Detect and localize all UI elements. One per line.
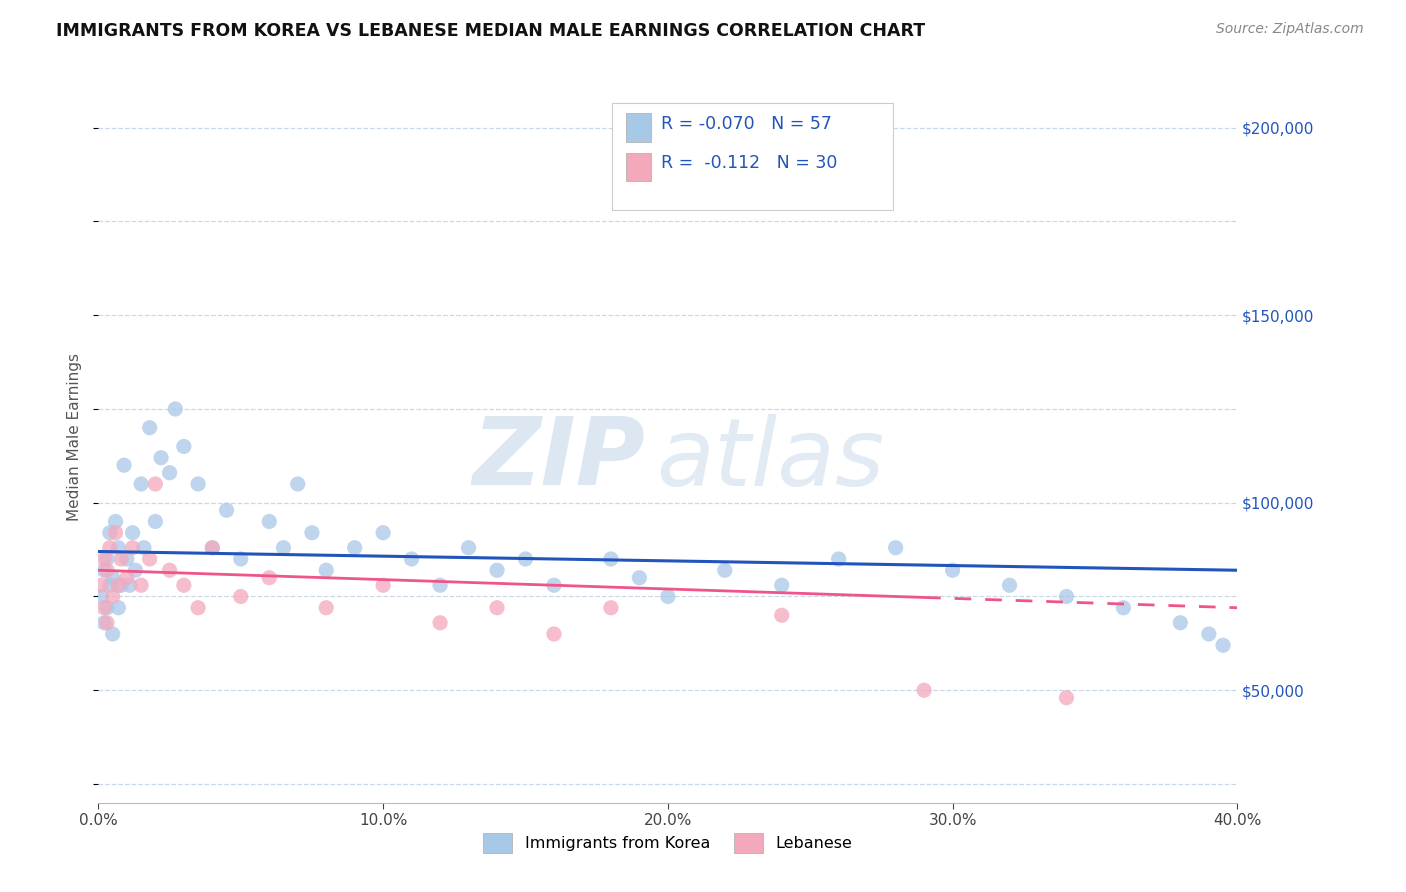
Point <box>129 477 152 491</box>
Point <box>98 525 121 540</box>
Point <box>600 552 623 566</box>
Point <box>115 552 138 566</box>
Point <box>96 552 118 566</box>
Text: IMMIGRANTS FROM KOREA VS LEBANESE MEDIAN MALE EARNINGS CORRELATION CHART: IMMIGRANTS FROM KOREA VS LEBANESE MEDIAN… <box>56 22 925 40</box>
Point <box>110 578 132 592</box>
Point <box>301 525 323 540</box>
Point <box>90 578 112 592</box>
Point <box>259 571 281 585</box>
Point <box>145 477 167 491</box>
Legend: Immigrants from Korea, Lebanese: Immigrants from Korea, Lebanese <box>475 825 860 861</box>
Point <box>121 541 143 555</box>
Point <box>93 552 115 566</box>
Point <box>159 466 181 480</box>
Point <box>912 683 935 698</box>
Point <box>201 541 224 555</box>
Point <box>1170 615 1192 630</box>
Point <box>104 515 127 529</box>
Point <box>770 608 793 623</box>
Point <box>998 578 1021 592</box>
Point <box>98 578 121 592</box>
Point <box>429 578 451 592</box>
Point <box>98 541 121 555</box>
Point <box>315 563 337 577</box>
Point <box>770 578 793 592</box>
Point <box>96 600 118 615</box>
Point <box>1056 590 1078 604</box>
Point <box>107 541 129 555</box>
Point <box>515 552 537 566</box>
Point <box>187 600 209 615</box>
Point <box>229 590 252 604</box>
Point <box>112 458 135 473</box>
Text: Source: ZipAtlas.com: Source: ZipAtlas.com <box>1216 22 1364 37</box>
Point <box>628 571 651 585</box>
Point <box>259 515 281 529</box>
Point <box>145 515 167 529</box>
Point <box>486 563 509 577</box>
Point <box>159 563 181 577</box>
Point <box>165 401 187 416</box>
Point <box>315 600 337 615</box>
Point <box>657 590 679 604</box>
Point <box>107 600 129 615</box>
Point <box>543 627 565 641</box>
Point <box>90 590 112 604</box>
Point <box>173 440 195 454</box>
Point <box>124 563 146 577</box>
Text: R = -0.070   N = 57: R = -0.070 N = 57 <box>661 115 832 133</box>
Point <box>104 525 127 540</box>
Point <box>486 600 509 615</box>
Point <box>457 541 479 555</box>
Point <box>884 541 907 555</box>
Point <box>138 420 160 434</box>
Point <box>543 578 565 592</box>
Point <box>118 578 141 592</box>
Point <box>373 578 395 592</box>
Point <box>273 541 295 555</box>
Point <box>429 615 451 630</box>
Point <box>110 552 132 566</box>
Point <box>600 600 623 615</box>
Point <box>96 563 118 577</box>
Point <box>1056 690 1078 705</box>
Point <box>138 552 160 566</box>
Text: ZIP: ZIP <box>472 413 645 505</box>
Point <box>1212 638 1234 652</box>
Point <box>201 541 224 555</box>
Point <box>93 615 115 630</box>
Point <box>1112 600 1135 615</box>
Point <box>173 578 195 592</box>
Point <box>229 552 252 566</box>
Point <box>714 563 737 577</box>
Point <box>132 541 155 555</box>
Point <box>187 477 209 491</box>
Point <box>401 552 423 566</box>
Text: R =  -0.112   N = 30: R = -0.112 N = 30 <box>661 154 837 172</box>
Point <box>373 525 395 540</box>
Point <box>93 600 115 615</box>
Point <box>93 563 115 577</box>
Point <box>129 578 152 592</box>
Text: atlas: atlas <box>657 414 884 505</box>
Point <box>96 615 118 630</box>
Point <box>101 590 124 604</box>
Point <box>101 627 124 641</box>
Point <box>1198 627 1220 641</box>
Point <box>343 541 366 555</box>
Point <box>828 552 851 566</box>
Point <box>215 503 238 517</box>
Point <box>150 450 173 465</box>
Point <box>942 563 965 577</box>
Point <box>287 477 309 491</box>
Point <box>121 525 143 540</box>
Point <box>107 578 129 592</box>
Point <box>101 571 124 585</box>
Point <box>115 571 138 585</box>
Y-axis label: Median Male Earnings: Median Male Earnings <box>67 353 83 521</box>
